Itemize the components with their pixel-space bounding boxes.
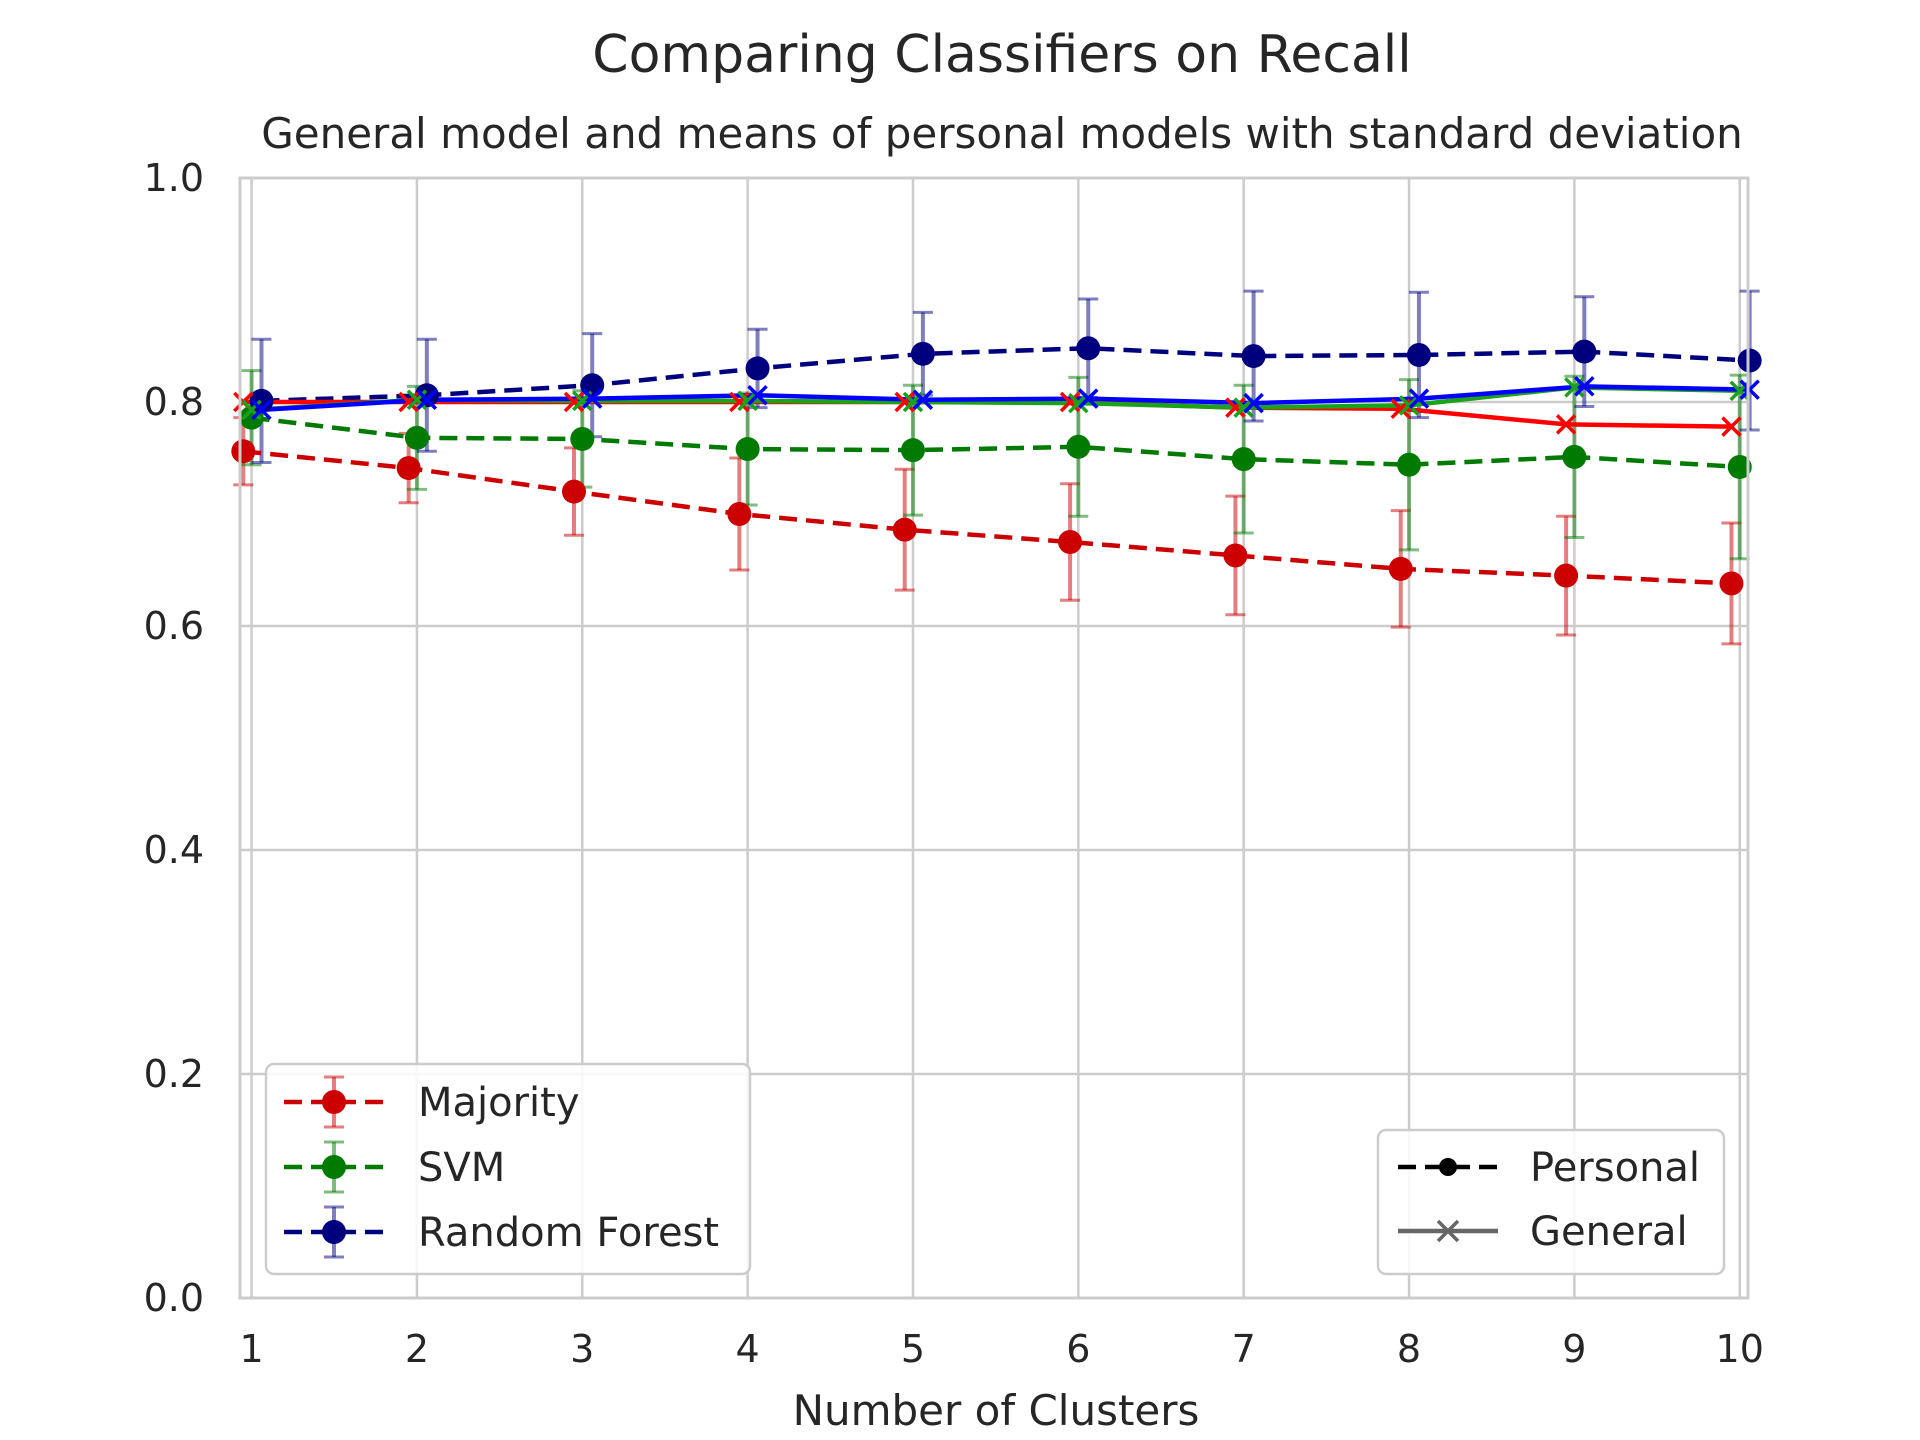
majority-personal-point — [892, 517, 917, 542]
svm-personal-point — [1066, 434, 1091, 459]
svm-personal-line — [251, 415, 1740, 470]
majority-personal-point — [1388, 556, 1413, 581]
majority-personal-point — [1554, 563, 1579, 588]
majority-personal-point — [1719, 571, 1744, 596]
legend-swatch-marker — [1436, 1219, 1460, 1243]
majority-general-point — [1225, 397, 1246, 418]
legend-swatch-marker — [322, 1155, 346, 1179]
random-forest-general-point — [1243, 392, 1264, 414]
majority-general-point — [1721, 416, 1742, 437]
legend-swatch-marker — [322, 1220, 346, 1244]
random-forest-general-point — [747, 385, 768, 406]
svm-general-point — [737, 390, 758, 412]
x-tick-label: 5 — [901, 1327, 925, 1371]
x-axis-label: Number of Clusters — [793, 1386, 1200, 1435]
majority-personal-point — [1223, 543, 1248, 568]
x-tick-label: 6 — [1066, 1327, 1090, 1371]
chart-subtitle: General model and means of personal mode… — [261, 109, 1743, 158]
random-forest-personal-point — [1572, 339, 1597, 364]
y-tick-label: 0.2 — [144, 1052, 204, 1096]
svm-personal-point — [900, 438, 925, 463]
random-forest-general-point — [251, 399, 272, 421]
svm-general-point — [1398, 395, 1420, 416]
majority-general-point — [894, 391, 915, 413]
majority-personal-point — [727, 502, 752, 526]
random-forest-personal-point — [1076, 336, 1101, 361]
random-forest-personal-point — [910, 341, 935, 366]
majority-personal-point — [1058, 530, 1083, 554]
legend-label: General — [1530, 1209, 1688, 1255]
tick-labels: 1 2 3 4 5 6 7 8 9 10 0.0 0.2 0.4 0.6 0.8 1.0 — [144, 156, 1764, 1371]
legend-models: Personal General — [1376, 1128, 1726, 1276]
random-forest-general-point — [581, 388, 603, 409]
majority-general-point — [563, 391, 585, 413]
svm-personal-point — [1727, 454, 1752, 479]
svm-personal-point — [1231, 447, 1256, 472]
random-forest-personal-point — [1241, 344, 1266, 369]
random-forest-general-line — [261, 384, 1750, 413]
y-tick-label: 1.0 — [144, 156, 204, 200]
legend-label: Personal — [1530, 1145, 1700, 1191]
legend-swatch-marker — [322, 1090, 346, 1114]
random-forest-general-point — [1408, 388, 1430, 409]
random-forest-general-point — [1078, 388, 1099, 409]
y-tick-label: 0.0 — [144, 1276, 204, 1320]
legend-label: Majority — [418, 1080, 580, 1126]
random-forest-personal-point — [745, 356, 770, 381]
legend-classifiers: Majority SVM Random Forest — [264, 1062, 752, 1276]
random-forest-personal-point — [1406, 342, 1431, 367]
svm-personal-point — [1562, 444, 1587, 469]
x-tick-label: 9 — [1562, 1327, 1586, 1371]
plot-frame — [238, 176, 1750, 1300]
random-forest-personal-point — [1737, 348, 1762, 373]
y-tick-label: 0.4 — [144, 828, 204, 872]
majority-personal-point — [231, 439, 256, 464]
random-forest-personal-line — [261, 345, 1750, 404]
x-tick-label: 1 — [239, 1327, 263, 1371]
x-tick-label: 10 — [1716, 1327, 1764, 1371]
majority-general-point — [1059, 391, 1081, 413]
majority-personal-point — [396, 456, 421, 481]
svm-personal-point — [404, 425, 429, 450]
majority-personal-line — [243, 449, 1732, 586]
x-tick-label: 2 — [405, 1327, 429, 1371]
svm-personal-point — [1397, 452, 1422, 477]
random-forest-personal-point — [580, 373, 605, 398]
random-forest-general-point — [1574, 376, 1595, 397]
random-forest-general-point — [912, 389, 934, 410]
majority-general-point — [729, 391, 750, 413]
svm-personal-point — [570, 426, 595, 451]
legend-label: Random Forest — [418, 1210, 719, 1256]
random-forest-general-point — [1739, 379, 1760, 400]
series-markers — [231, 336, 1762, 596]
y-tick-label: 0.8 — [144, 380, 204, 424]
x-tick-label: 8 — [1397, 1327, 1421, 1371]
x-tick-label: 7 — [1232, 1327, 1256, 1371]
chart-title: Comparing Classifiers on Recall — [592, 25, 1411, 85]
x-tick-label: 3 — [570, 1327, 594, 1371]
x-tick-label: 4 — [736, 1327, 760, 1371]
majority-general-point — [1555, 414, 1577, 435]
series-lines — [243, 345, 1750, 586]
legend-classifiers-box — [264, 1062, 752, 1276]
random-forest-general-point — [416, 389, 438, 410]
legend-label: SVM — [418, 1145, 505, 1191]
legend-swatch-marker — [1439, 1158, 1457, 1176]
svm-personal-point — [735, 437, 760, 462]
majority-personal-point — [562, 479, 587, 504]
y-tick-label: 0.6 — [144, 604, 204, 648]
